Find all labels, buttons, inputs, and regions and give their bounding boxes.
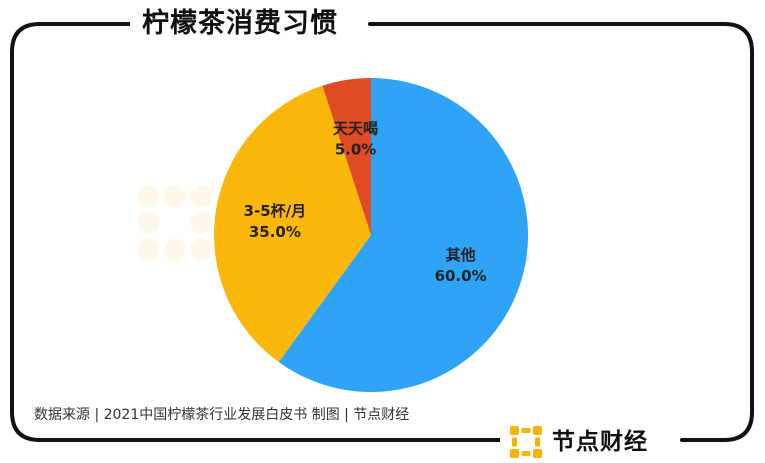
slice-category-label: 天天喝 xyxy=(333,119,378,137)
pie-slice xyxy=(278,78,529,393)
slice-category-label: 其他 xyxy=(446,246,476,264)
pie-labels: 其他 60.0% 3-5杯/月 35.0% 天天喝 5.0% xyxy=(244,119,487,285)
pie-slice xyxy=(214,85,371,363)
brand-name: 节点财经 xyxy=(552,429,648,455)
slice-value-label: 35.0% xyxy=(249,223,301,241)
source-note: 数据来源 | 2021中国柠檬茶行业发展白皮书 制图 | 节点财经 xyxy=(34,407,410,423)
slice-value-label: 5.0% xyxy=(335,140,377,158)
pie-slice xyxy=(322,78,371,235)
slice-value-label: 60.0% xyxy=(435,267,487,285)
brand-mark: 节点财经 xyxy=(500,422,658,462)
brand-logo-icon xyxy=(510,426,542,458)
chart-title: 柠檬茶消费习惯 xyxy=(130,4,350,44)
pie-slices xyxy=(214,78,529,393)
slice-category-label: 3-5杯/月 xyxy=(244,202,307,220)
